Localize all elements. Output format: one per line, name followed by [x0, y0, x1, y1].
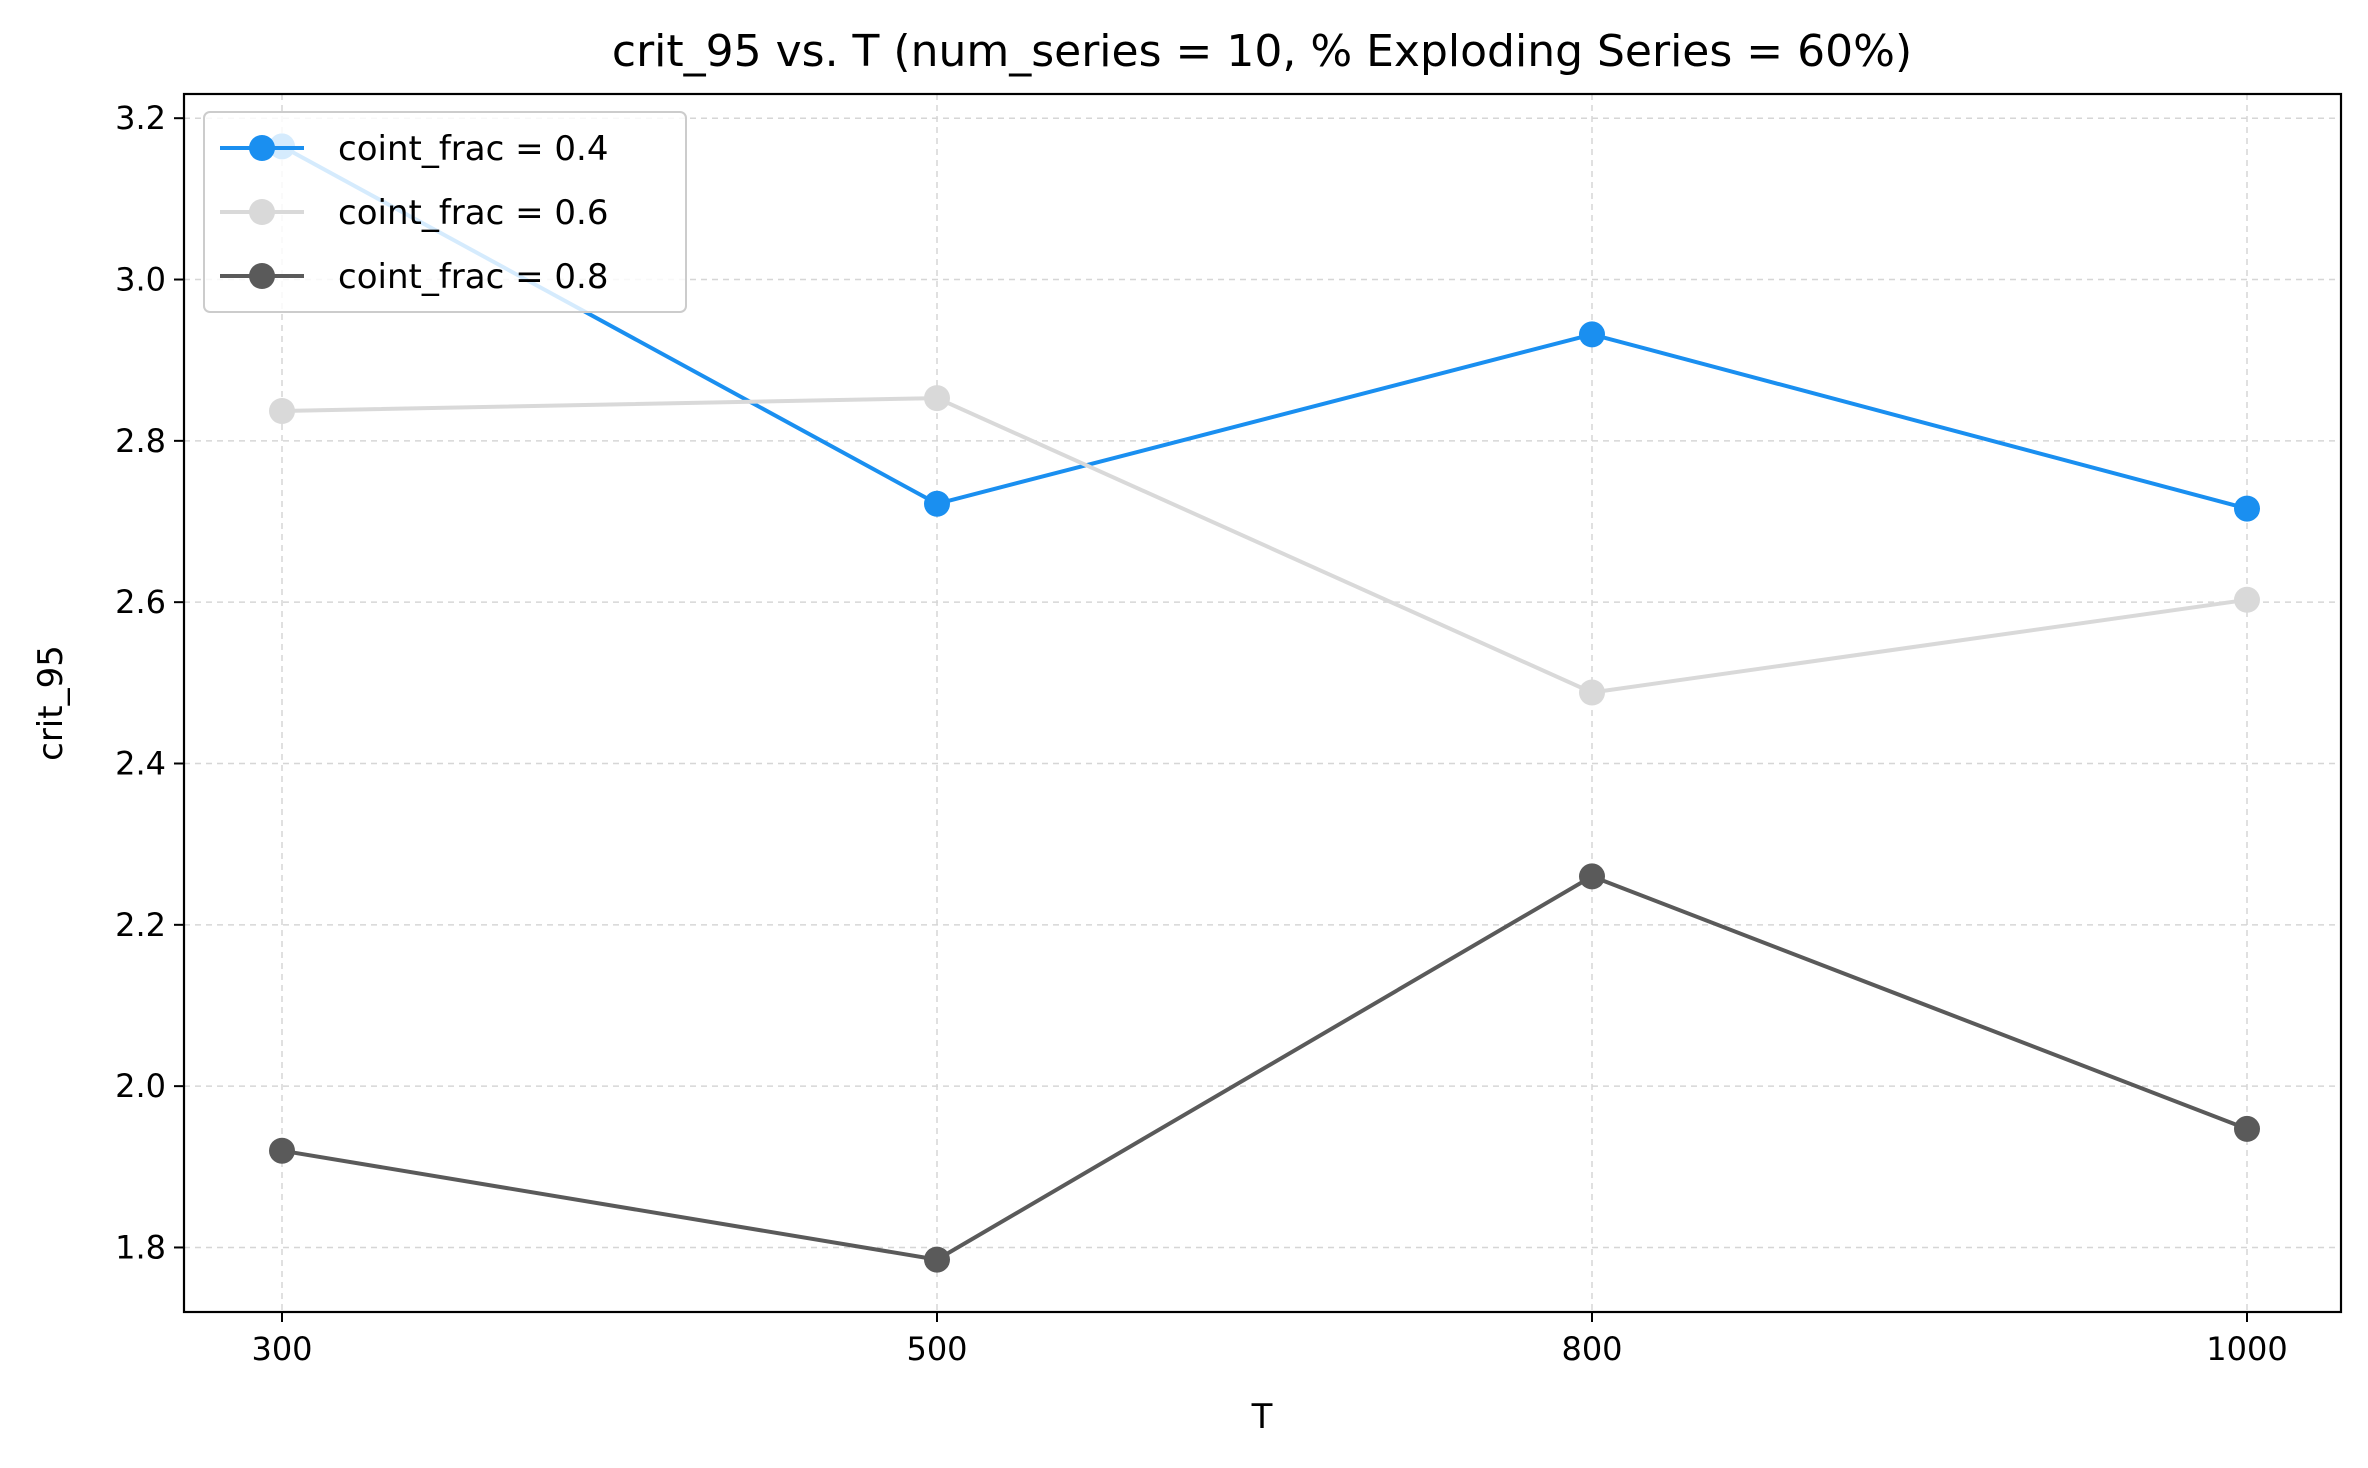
y-tick-label: 3.0	[115, 261, 166, 299]
series-3	[269, 863, 2260, 1273]
data-point	[2234, 495, 2260, 522]
series-2	[269, 385, 2260, 706]
legend-label: coint_frac = 0.8	[338, 257, 608, 297]
data-point	[1579, 863, 1605, 890]
plot-frame	[182, 92, 2343, 1314]
data-point	[1579, 679, 1605, 706]
y-tick-label: 2.2	[115, 906, 166, 944]
y-axis-label: crit_95	[31, 645, 71, 761]
data-point	[2234, 586, 2260, 613]
x-tick-label: 1000	[2206, 1330, 2287, 1368]
legend-label: coint_frac = 0.6	[338, 193, 608, 233]
series-line	[281, 396, 2248, 695]
x-tick-label: 500	[906, 1330, 967, 1368]
data-point	[924, 1246, 950, 1273]
series-line	[281, 144, 2248, 511]
y-tick-label: 2.4	[115, 744, 166, 782]
legend: coint_frac = 0.4 coint_frac = 0.6 coint_fr…	[203, 111, 687, 313]
x-tick-label: 800	[1561, 1330, 1622, 1368]
y-tick-label: 2.0	[115, 1067, 166, 1105]
x-tick-label: 300	[251, 1330, 312, 1368]
legend-marker	[249, 135, 275, 161]
legend-box	[203, 111, 687, 313]
y-tick-label: 2.6	[115, 583, 166, 621]
y-tick-label: 1.8	[115, 1228, 166, 1266]
y-tick-label: 2.8	[115, 422, 166, 460]
data-point	[924, 385, 950, 412]
chart-title: crit_95 vs. T (num_series = 10, % Explod…	[612, 26, 1912, 77]
y-axis: 1.8 2.0 2.2 2.4 2.6 2.8 3.0 3.2	[115, 99, 184, 1266]
legend-marker	[249, 263, 275, 289]
x-axis-label: T	[1251, 1397, 1273, 1437]
data-point	[924, 490, 950, 517]
x-axis: 300 500 800 1000	[251, 1312, 2288, 1368]
series-line	[281, 874, 2248, 1262]
legend-label: coint_frac = 0.4	[338, 129, 608, 169]
data-point	[269, 398, 295, 424]
data-point	[269, 1137, 295, 1164]
data-point	[1579, 321, 1605, 348]
data-point	[2234, 1115, 2260, 1142]
legend-marker	[249, 199, 275, 225]
y-tick-label: 3.2	[115, 99, 166, 137]
